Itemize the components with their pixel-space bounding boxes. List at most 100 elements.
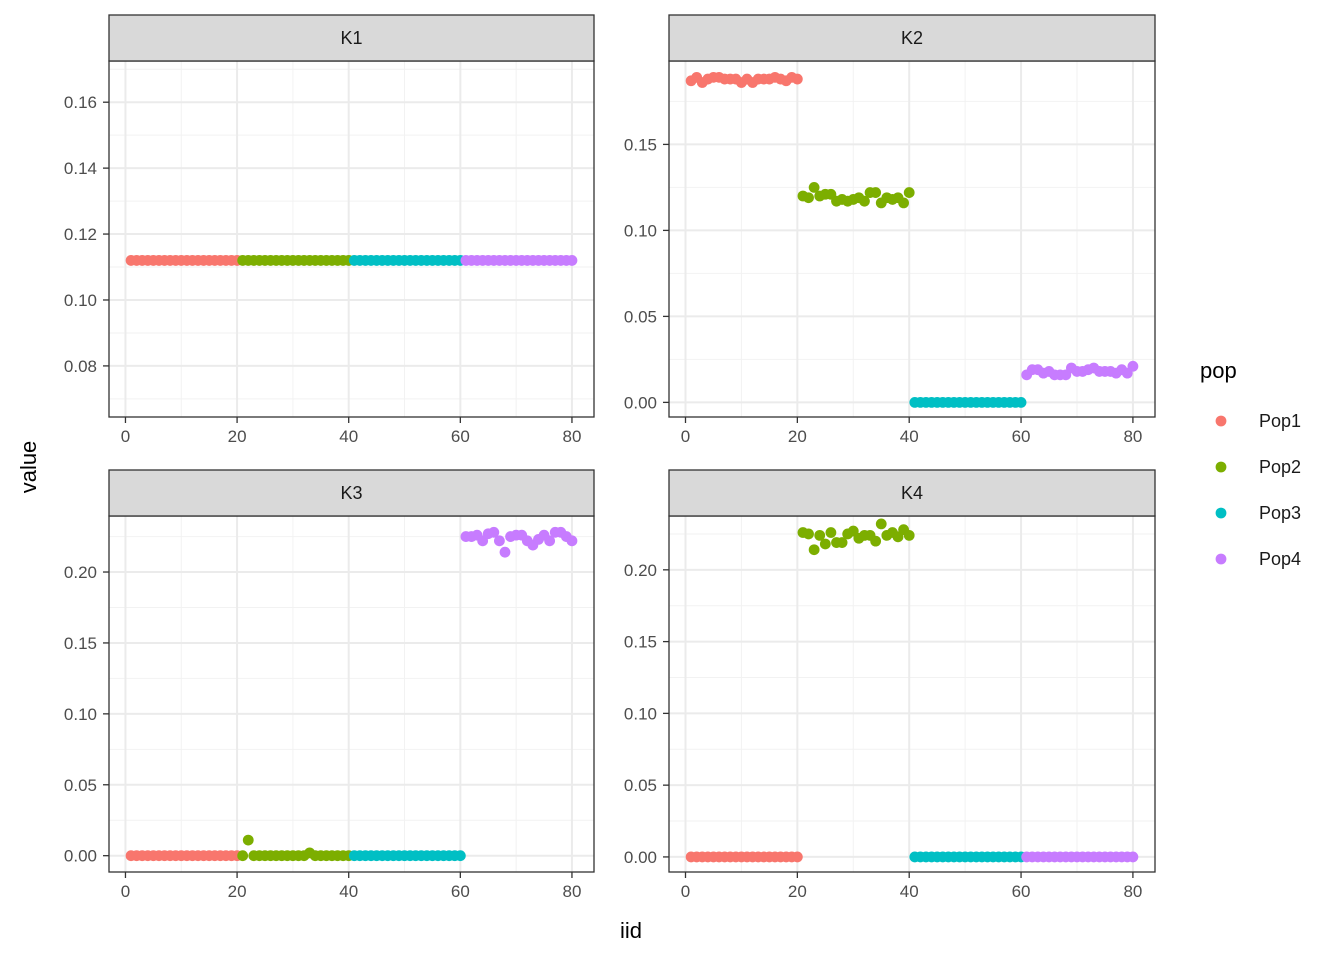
legend-title: pop <box>1200 358 1237 383</box>
y-tick-label: 0.12 <box>64 225 97 244</box>
legend-entry-pop3: Pop3 <box>1215 503 1301 523</box>
legend-label: Pop3 <box>1259 503 1301 523</box>
x-tick-label: 60 <box>1012 427 1031 446</box>
x-tick-label: 20 <box>788 427 807 446</box>
facet-strip <box>668 469 1156 517</box>
data-point <box>454 850 466 862</box>
data-point <box>493 535 505 547</box>
x-tick-label: 40 <box>339 882 358 901</box>
data-point <box>903 529 915 541</box>
x-tick-label: 80 <box>562 882 581 901</box>
y-tick-label: 0.16 <box>64 93 97 112</box>
grid-lines <box>109 61 594 417</box>
x-tick-label: 0 <box>121 882 130 901</box>
legend-entry-pop4: Pop4 <box>1215 549 1301 569</box>
panel-k4: K4 0 20 40 60 80 0.00 0.05 0.10 0.15 0.20 <box>624 469 1156 901</box>
panel-background <box>109 61 594 417</box>
y-axis-title: value <box>16 441 41 494</box>
x-tick-label: 20 <box>228 882 247 901</box>
panel-k3: K3 0 20 40 60 80 0.00 0.05 0.10 0.15 0.20 <box>64 469 595 901</box>
data-point <box>791 851 803 863</box>
x-tick-label: 80 <box>1123 427 1142 446</box>
data-point <box>898 197 910 209</box>
x-tick-label: 20 <box>228 427 247 446</box>
data-point <box>242 834 254 846</box>
data-point <box>1127 360 1139 372</box>
x-tick-label: 60 <box>1012 882 1031 901</box>
x-tick-label: 60 <box>451 427 470 446</box>
facet-strip <box>108 469 595 517</box>
x-tick-label: 40 <box>900 882 919 901</box>
x-tick-label: 0 <box>121 427 130 446</box>
legend-label: Pop1 <box>1259 411 1301 431</box>
y-tick-label: 0.08 <box>64 357 97 376</box>
legend-label: Pop4 <box>1259 549 1301 569</box>
y-tick-label: 0.10 <box>64 291 97 310</box>
data-point <box>488 526 500 538</box>
data-point <box>903 187 915 198</box>
data-point <box>566 255 578 266</box>
data-point <box>819 538 831 550</box>
data-point <box>836 537 848 548</box>
y-tick-label: 0.15 <box>624 135 657 154</box>
data-point <box>1015 396 1027 408</box>
y-tick-label: 0.05 <box>64 776 97 795</box>
axes: 0 20 40 60 80 0.00 0.05 0.10 0.15 0.20 <box>64 563 582 901</box>
y-tick-label: 0.10 <box>624 221 657 240</box>
data-point <box>803 528 814 540</box>
panel-k1: K1 0 20 40 60 80 0.08 0.10 0.12 0.14 0.16 <box>64 14 595 446</box>
facet-strip-label: K4 <box>901 483 923 503</box>
facet-strip-label: K3 <box>340 483 362 503</box>
panel-k2: K2 0 20 40 60 80 0.00 0.05 0.10 0.15 <box>624 14 1156 446</box>
data-points <box>685 71 1139 408</box>
x-tick-label: 0 <box>681 882 690 901</box>
x-axis-title: iid <box>620 918 642 943</box>
y-tick-label: 0.05 <box>624 307 657 326</box>
legend-label: Pop2 <box>1259 457 1301 477</box>
data-point <box>859 195 870 207</box>
x-tick-label: 40 <box>900 427 919 446</box>
data-point <box>566 535 578 547</box>
data-point <box>814 529 826 541</box>
data-points <box>125 255 578 266</box>
panel-background <box>109 516 594 872</box>
data-point <box>875 518 887 530</box>
legend-key <box>1215 507 1227 519</box>
y-tick-label: 0.14 <box>64 159 97 178</box>
legend-key <box>1215 461 1227 473</box>
y-tick-label: 0.00 <box>64 847 97 866</box>
panel-background <box>669 61 1155 417</box>
y-tick-label: 0.10 <box>64 705 97 724</box>
facet-strip-label: K1 <box>340 28 362 48</box>
facet-strip <box>108 14 595 62</box>
x-tick-label: 80 <box>562 427 581 446</box>
axes: 0 20 40 60 80 0.00 0.05 0.10 0.15 <box>624 135 1142 446</box>
x-tick-label: 0 <box>681 427 690 446</box>
legend-entry-pop2: Pop2 <box>1215 457 1301 477</box>
data-point <box>544 535 556 547</box>
data-point <box>808 544 820 556</box>
y-tick-label: 0.20 <box>64 563 97 582</box>
legend-entry-pop1: Pop1 <box>1215 411 1301 431</box>
facet-strip <box>668 14 1156 62</box>
x-tick-label: 60 <box>451 882 470 901</box>
grid-lines <box>669 61 1155 417</box>
y-tick-label: 0.00 <box>624 393 657 412</box>
axes: 0 20 40 60 80 0.00 0.05 0.10 0.15 0.20 <box>624 561 1142 901</box>
y-tick-label: 0.20 <box>624 561 657 580</box>
grid-lines <box>109 516 594 872</box>
x-tick-label: 40 <box>339 427 358 446</box>
y-tick-label: 0.00 <box>624 848 657 867</box>
legend-key <box>1215 553 1227 565</box>
legend-keys: Pop1 Pop2 Pop3 Pop4 <box>1215 411 1301 569</box>
facet-strip-label: K2 <box>901 28 923 48</box>
data-point <box>1127 851 1139 863</box>
data-point <box>870 187 882 198</box>
data-point <box>803 192 814 204</box>
axes: 0 20 40 60 80 0.08 0.10 0.12 0.14 0.16 <box>64 93 582 446</box>
data-point <box>825 527 837 538</box>
y-tick-label: 0.15 <box>624 633 657 652</box>
facet-panels: K1 0 20 40 60 80 0.08 0.10 0.12 0.14 0.16 K2 0 20 40 60… <box>64 14 1156 901</box>
x-tick-label: 80 <box>1123 882 1142 901</box>
